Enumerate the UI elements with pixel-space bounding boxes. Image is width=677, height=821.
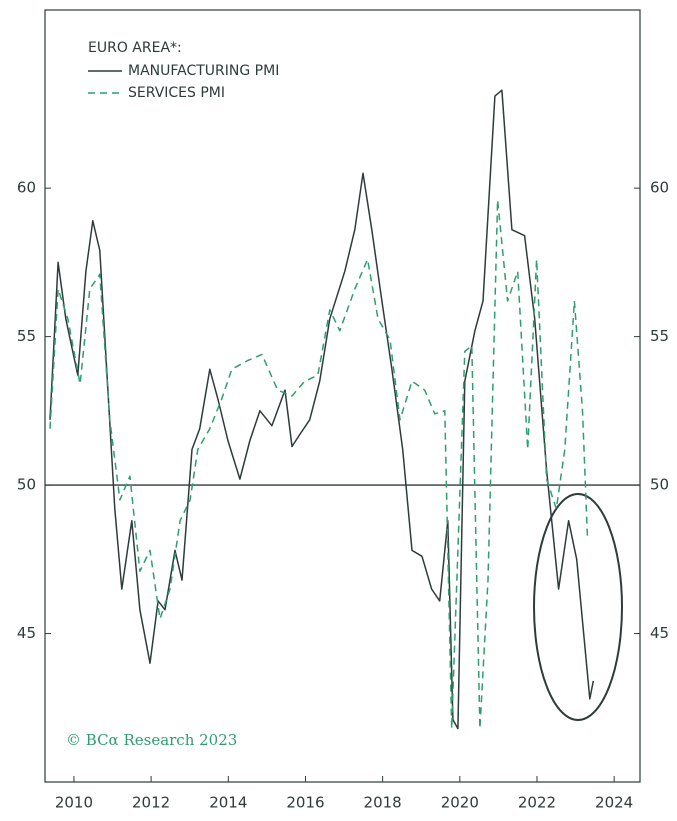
y2-tick-label: 55 <box>650 327 669 345</box>
plot-frame <box>44 9 641 783</box>
y-tick-label: 50 <box>17 476 36 494</box>
x-tick-label: 2016 <box>286 794 324 812</box>
series-line <box>49 199 589 730</box>
x-tick-label: 2018 <box>364 794 402 812</box>
y-tick-label: 45 <box>17 624 36 642</box>
x-tick-label: 2024 <box>595 794 633 812</box>
x-tick-label: 2012 <box>132 794 170 812</box>
y2-tick-label: 50 <box>650 476 669 494</box>
y-tick-label: 55 <box>17 327 36 345</box>
source-note: © BCα Research 2023 <box>66 731 237 749</box>
x-tick-label: 2014 <box>209 794 247 812</box>
legend-label: MANUFACTURING PMI <box>128 63 279 79</box>
x-tick-label: 2010 <box>55 794 93 812</box>
series-line <box>49 89 595 730</box>
legend-title: EURO AREA*: <box>88 40 182 56</box>
legend-label: SERVICES PMI <box>128 85 225 101</box>
x-tick-label: 2022 <box>518 794 556 812</box>
highlight-ellipse <box>533 493 623 721</box>
y-tick-label: 60 <box>17 179 36 197</box>
y2-tick-label: 60 <box>650 179 669 197</box>
y2-tick-label: 45 <box>650 624 669 642</box>
x-tick-label: 2020 <box>441 794 479 812</box>
